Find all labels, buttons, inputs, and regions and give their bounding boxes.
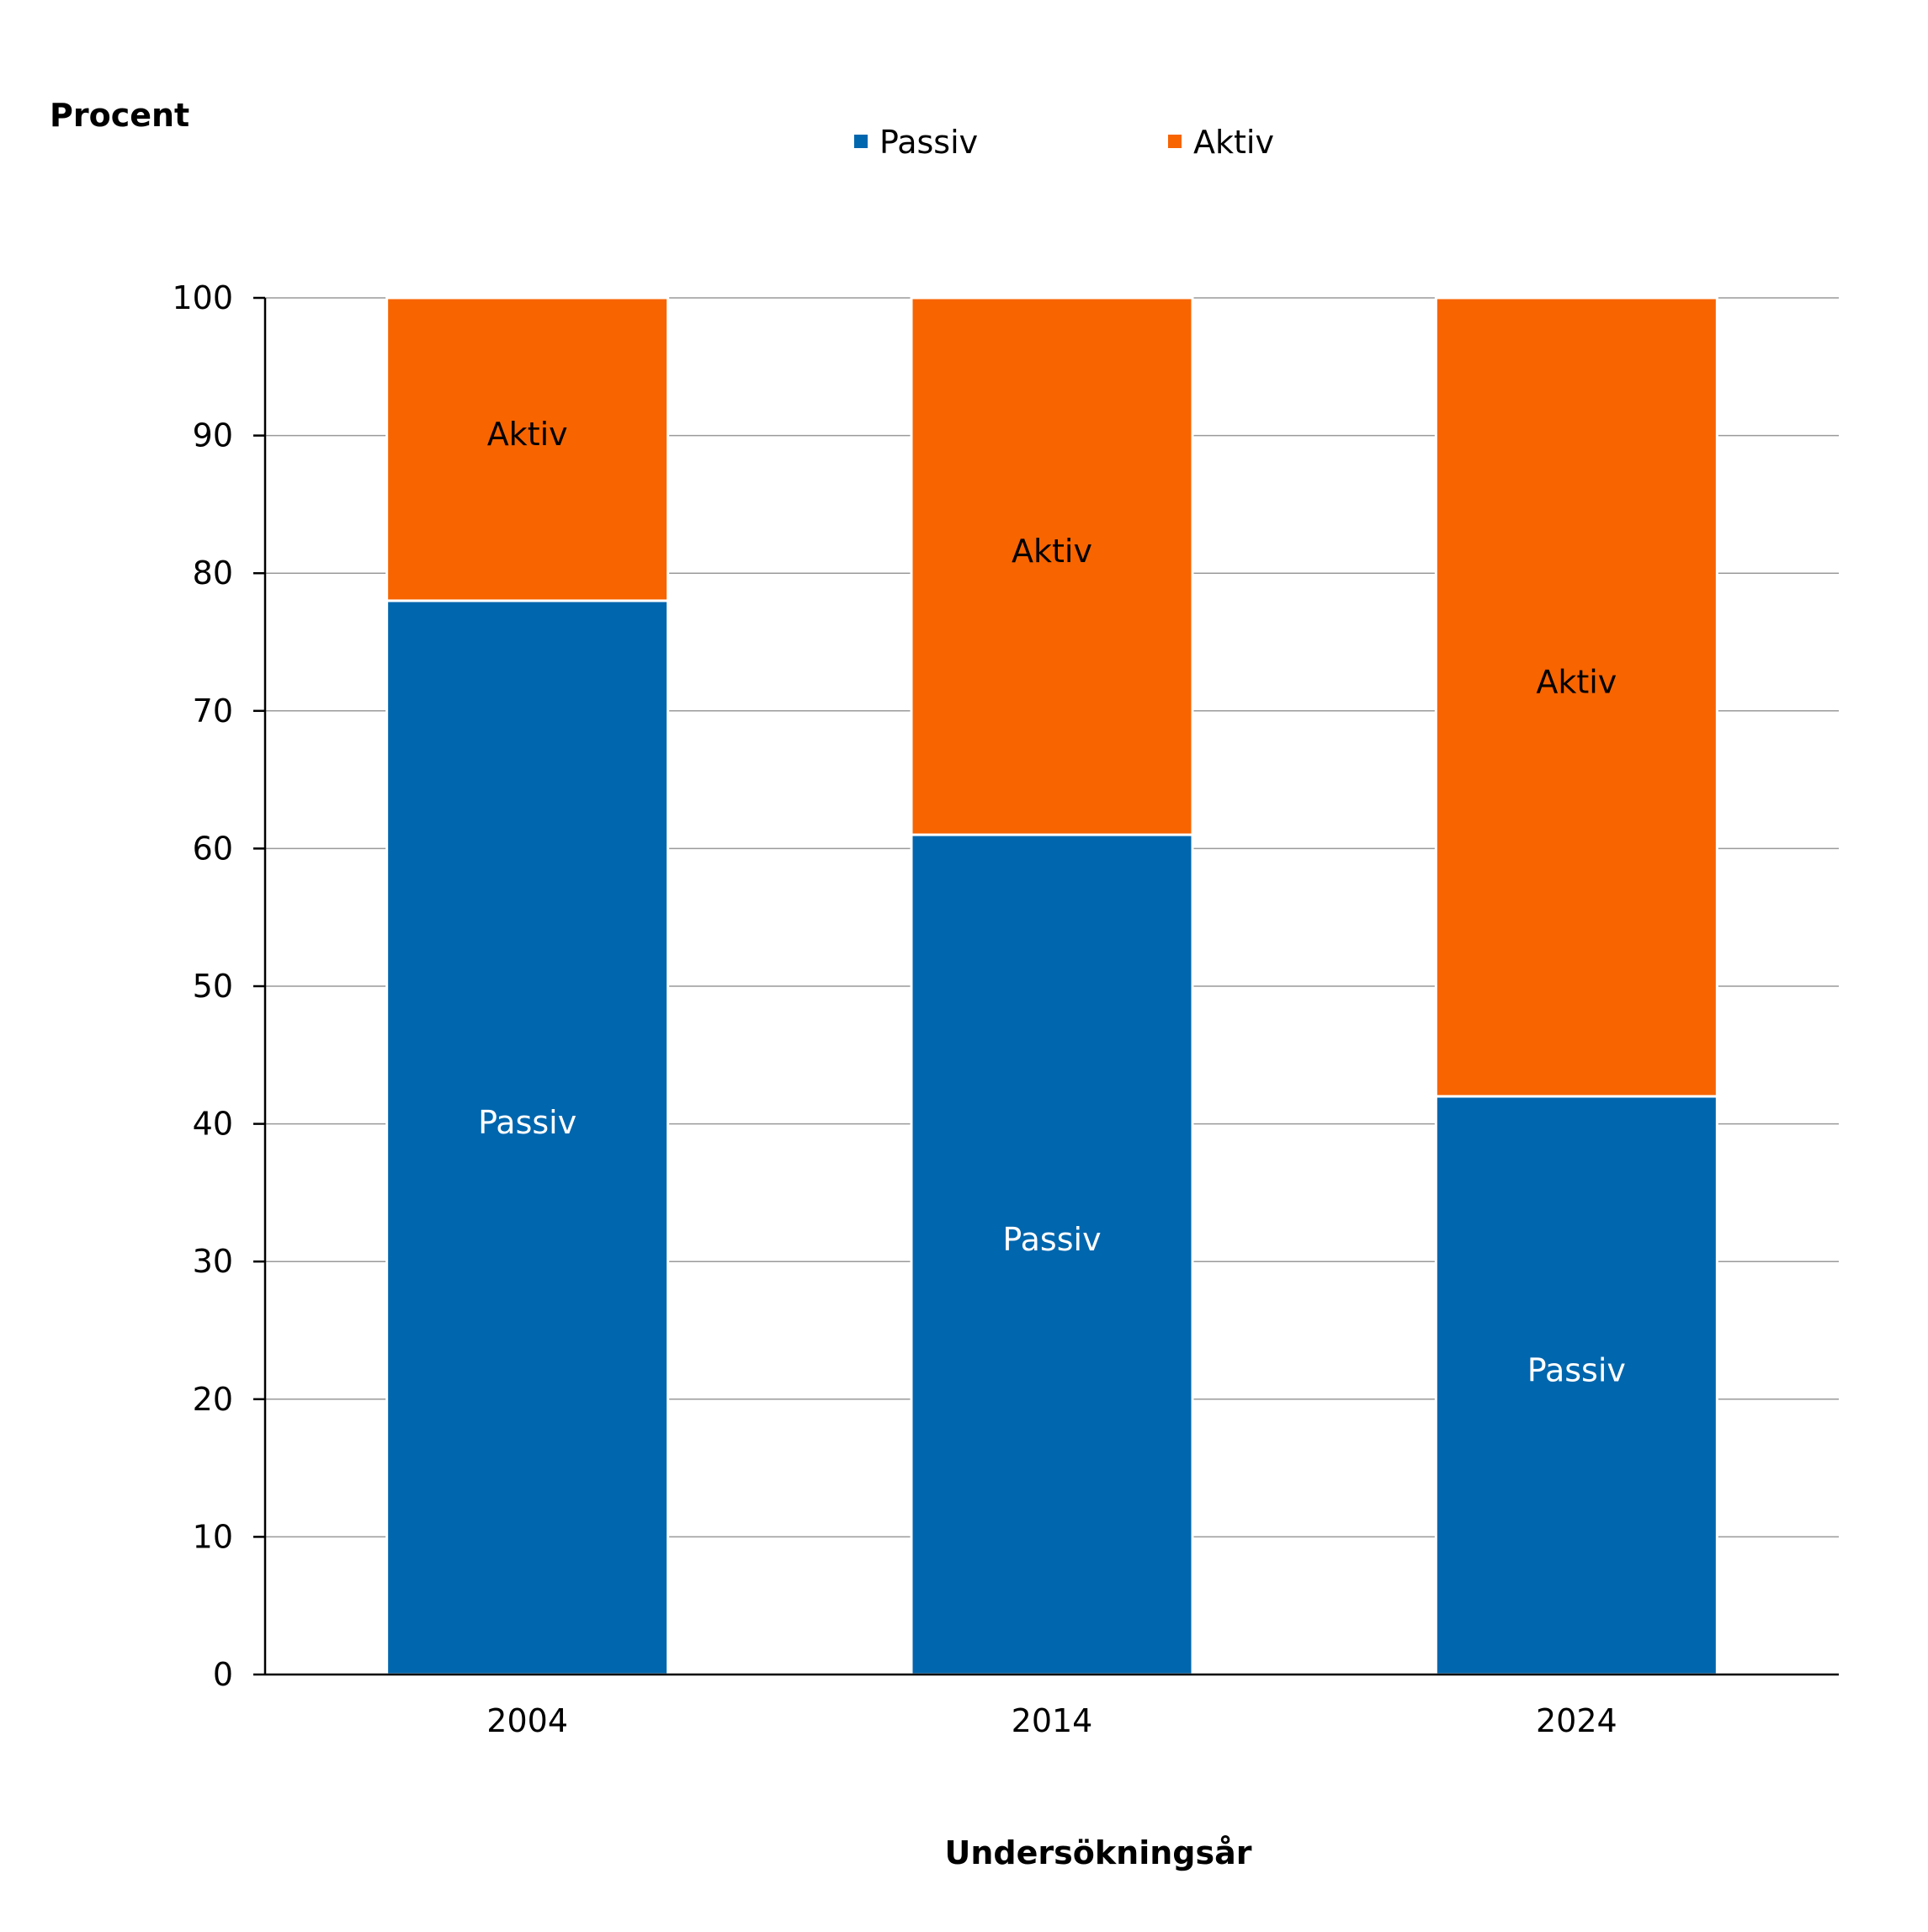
legend-label-passiv: Passiv — [879, 124, 978, 161]
x-axis-title: Undersökningsår — [945, 1834, 1252, 1871]
y-tick-label: 30 — [193, 1243, 233, 1280]
bar-passiv-2024 — [1434, 1095, 1718, 1676]
y-tick-label: 100 — [172, 279, 233, 316]
bars — [385, 296, 1718, 1676]
bar-label: Aktiv — [487, 416, 568, 453]
bar-aktiv-2014 — [910, 296, 1194, 836]
bar-labels: Passiv Aktiv Passiv Aktiv Passiv Aktiv — [478, 416, 1626, 1388]
y-tick-label: 70 — [193, 693, 233, 730]
y-tick-label: 0 — [213, 1656, 233, 1693]
y-tick-label: 80 — [193, 555, 233, 592]
y-tick-label: 40 — [193, 1106, 233, 1143]
bar-label: Aktiv — [1536, 663, 1617, 700]
legend-swatch-passiv — [854, 135, 868, 148]
bar-label: Passiv — [478, 1104, 576, 1141]
x-tick-label: 2004 — [486, 1702, 568, 1739]
x-tick-label: 2014 — [1012, 1702, 1093, 1739]
legend-swatch-aktiv — [1168, 135, 1182, 148]
bar-label: Passiv — [1527, 1351, 1626, 1388]
bar-aktiv-2024 — [1434, 296, 1718, 1098]
legend: Passiv Aktiv — [854, 124, 1274, 161]
y-tick-label: 20 — [193, 1381, 233, 1418]
legend-label-aktiv: Aktiv — [1193, 124, 1274, 161]
bar-aktiv-2004 — [385, 296, 670, 602]
x-tick-label: 2024 — [1536, 1702, 1617, 1739]
bar-label: Passiv — [1002, 1221, 1101, 1258]
bar-label: Aktiv — [1012, 533, 1092, 570]
y-axis-title: Procent — [50, 97, 189, 134]
y-tick-label: 10 — [193, 1518, 233, 1555]
y-tick-label: 90 — [193, 417, 233, 454]
axes: 0 10 20 30 40 50 60 70 80 90 100 2004 2014 2024 — [172, 279, 1839, 1739]
y-tick-label: 60 — [193, 830, 233, 867]
y-tick-label: 50 — [193, 968, 233, 1005]
